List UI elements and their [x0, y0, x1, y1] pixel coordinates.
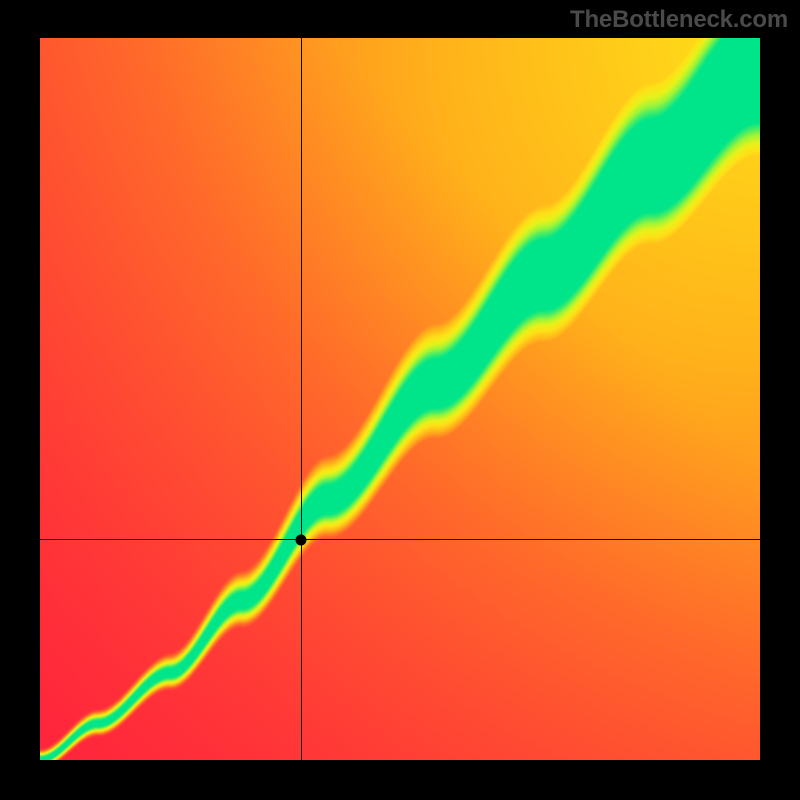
heatmap-canvas	[40, 38, 760, 760]
crosshair-horizontal	[40, 539, 760, 540]
heatmap-plot	[40, 38, 760, 760]
chart-container: { "canvas": { "width": 800, "height": 80…	[0, 0, 800, 800]
crosshair-vertical	[301, 38, 302, 760]
marker-dot	[296, 534, 307, 545]
watermark-text: TheBottleneck.com	[570, 6, 788, 34]
